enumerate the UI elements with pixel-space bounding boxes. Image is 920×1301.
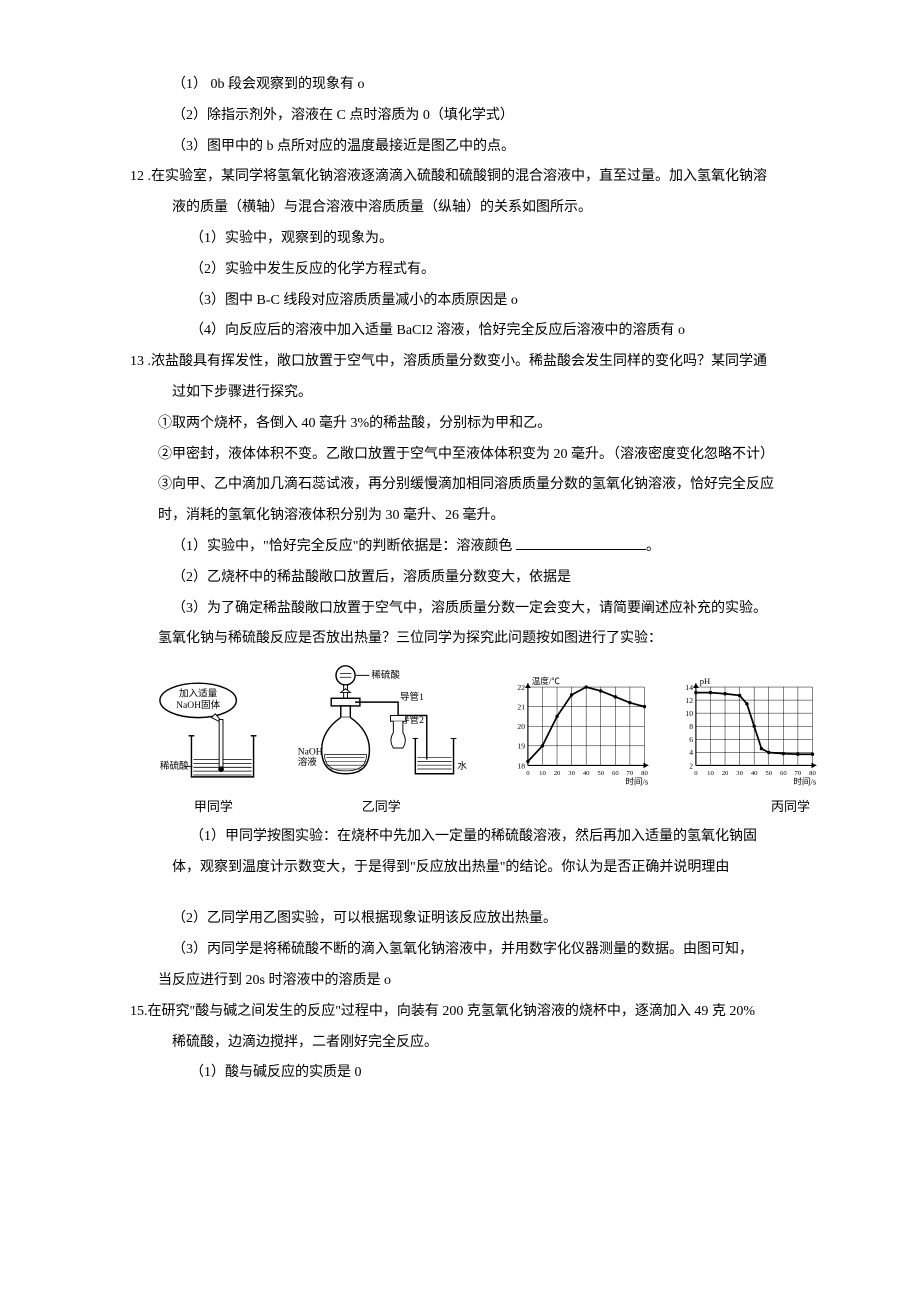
svg-text:40: 40 [751, 770, 758, 777]
svg-text:10: 10 [685, 709, 693, 718]
q14-ans1a: （1）甲同学按图实验：在烧杯中先加入一定量的稀硫酸溶液，然后再加入适量的氢氧化钠… [130, 822, 820, 853]
svg-text:22: 22 [517, 683, 525, 692]
chart-ph: 246810121401020304050607080pH时间/s [672, 671, 820, 791]
q14-ans1b: 体，观察到温度计示数变大，于是得到"反应放出热量"的结论。你认为是否正确并说明理… [130, 853, 820, 884]
blank-answer-line [130, 883, 820, 904]
figure-yi: 稀硫酸 NaOH 溶液 导管1 导管2 水 [293, 661, 484, 791]
fig4-label: 丙同学 [667, 793, 820, 822]
q15-stem2: 稀硫酸，边滴边搅拌，二者刚好完全反应。 [130, 1028, 820, 1059]
svg-text:50: 50 [597, 770, 604, 777]
svg-text:0: 0 [526, 770, 530, 777]
funnel-label: 稀硫酸 [371, 669, 400, 681]
q13-ans3: （3）为了确定稀盐酸敞口放置于空气中，溶质质量分数一定会变大，请简要阐述应补充的… [130, 594, 820, 625]
svg-text:30: 30 [568, 770, 575, 777]
svg-text:2: 2 [689, 761, 693, 770]
q13-ans1-text: （1）实验中，"恰好完全反应"的判断依据是：溶液颜色 [172, 539, 516, 554]
figure-labels-row: 甲同学 乙同学 丙同学 [158, 793, 820, 822]
fig1-label: 甲同学 [158, 793, 269, 822]
speech-line2: NaOH固体 [176, 699, 220, 711]
q14-ans3b: 当反应进行到 20s 时溶液中的溶质是 o [130, 966, 820, 997]
q12-stem1: 12 .在实验室，某同学将氢氧化钠溶液逐滴滴入硫酸和硫酸铜的混合溶液中，直至过量… [130, 162, 820, 193]
fig2-label: 乙同学 [289, 793, 474, 822]
svg-text:6: 6 [689, 735, 693, 744]
figure-jia: 加入适量 NaOH固体 稀硫酸 [158, 671, 273, 791]
q12-ans4: （4）向反应后的溶液中加入适量 BaCI2 溶液，恰好完全反应后溶液中的溶质有 … [130, 316, 820, 347]
document-page: （1） 0b 段会观察到的现象有 o （2）除指示剂外，溶液在 C 点时溶质为 … [0, 0, 920, 1149]
svg-text:10: 10 [539, 770, 546, 777]
q13-stem2: 过如下步骤进行探究。 [130, 378, 820, 409]
svg-text:时间/s: 时间/s [793, 776, 817, 787]
svg-text:21: 21 [517, 703, 525, 712]
q14-ans3a: （3）丙同学是将稀硫酸不断的滴入氢氧化钠溶液中，并用数字化仪器测量的数据。由图可… [130, 935, 820, 966]
naoh-label: NaOH [297, 747, 322, 758]
svg-text:温度/℃: 温度/℃ [531, 675, 560, 686]
svg-text:12: 12 [685, 696, 693, 705]
svg-text:20: 20 [553, 770, 560, 777]
water-label: 水 [457, 760, 467, 772]
q13-stem1: 13 .浓盐酸具有挥发性，敞口放置于空气中，溶质质量分数变小。稀盐酸会发生同样的… [130, 347, 820, 378]
q12-ans3: （3）图中 B-C 线段对应溶质质量减小的本质原因是 o [130, 286, 820, 317]
svg-text:14: 14 [685, 683, 693, 692]
q13-extra: 氢氧化钠与稀硫酸反应是否放出热量？三位同学为探究此问题按如图进行了实验： [130, 624, 820, 655]
q12-ans1: （1）实验中，观察到的现象为。 [130, 224, 820, 255]
svg-text:18: 18 [517, 761, 525, 770]
q13-step3b: 时，消耗的氢氧化钠溶液体积分别为 30 毫升、26 毫升。 [130, 501, 820, 532]
solution-label: 溶液 [297, 756, 317, 768]
svg-text:4: 4 [689, 748, 693, 757]
q15-ans1: （1）酸与碱反应的实质是 0 [130, 1058, 820, 1089]
q13-step3a: ③向甲、乙中滴加几滴石蕊试液，再分别缓慢滴加相同溶质质量分数的氢氧化钠溶液，恰好… [130, 470, 820, 501]
svg-text:50: 50 [765, 770, 772, 777]
q11-ans1: （1） 0b 段会观察到的现象有 o [130, 70, 820, 101]
q12-ans2: （2）实验中发生反应的化学方程式有。 [130, 255, 820, 286]
svg-text:30: 30 [736, 770, 743, 777]
q15-stem1: 15.在研究"酸与碱之间发生的反应"过程中，向装有 200 克氢氧化钠溶液的烧杯… [130, 997, 820, 1028]
figure-row: 加入适量 NaOH固体 稀硫酸 稀硫酸 [158, 661, 820, 791]
fig3-label [494, 793, 647, 822]
q11-ans2: （2）除指示剂外，溶液在 C 点时溶质为 0（填化学式） [130, 101, 820, 132]
svg-text:0: 0 [694, 770, 698, 777]
q13-step2: ②甲密封，液体体积不变。乙敞口放置于空气中至液体体积变为 20 毫升。（溶液密度… [130, 440, 820, 471]
svg-text:20: 20 [722, 770, 729, 777]
q13-ans1: （1）实验中，"恰好完全反应"的判断依据是：溶液颜色 。 [130, 532, 820, 563]
svg-text:19: 19 [517, 742, 525, 751]
speech-line1: 加入适量 [179, 689, 218, 700]
svg-text:20: 20 [517, 722, 525, 731]
chart-temperature: 181920212201020304050607080温度/℃时间/s [504, 671, 652, 791]
tube1-label: 导管1 [400, 691, 424, 703]
q11-ans3: （3）图甲中的 b 点所对应的温度最接近是图乙中的点。 [130, 132, 820, 163]
svg-text:8: 8 [689, 722, 693, 731]
q13-step1: ①取两个烧杯，各倒入 40 毫升 3%的稀盐酸，分别标为甲和乙。 [130, 409, 820, 440]
svg-text:40: 40 [583, 770, 590, 777]
q13-ans2: （2）乙烧杯中的稀盐酸敞口放置后，溶质质量分数变大，依据是 [130, 563, 820, 594]
svg-text:时间/s: 时间/s [625, 776, 649, 787]
svg-text:10: 10 [707, 770, 714, 777]
q14-ans2: （2）乙同学用乙图实验，可以根据现象证明该反应放出热量。 [130, 904, 820, 935]
svg-text:pH: pH [700, 676, 710, 686]
svg-text:60: 60 [780, 770, 787, 777]
q12-stem2: 液的质量（横轴）与混合溶液中溶质质量（纵轴）的关系如图所示。 [130, 193, 820, 224]
beaker1-label: 稀硫酸 [160, 760, 189, 772]
svg-text:60: 60 [612, 770, 619, 777]
blank-line [516, 535, 646, 550]
